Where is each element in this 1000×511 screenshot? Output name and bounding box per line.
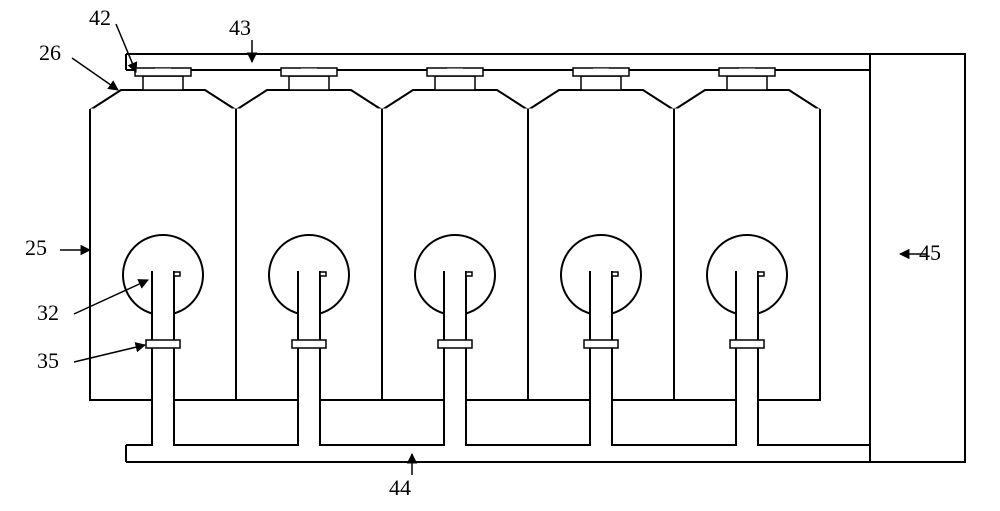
drop-pipe	[298, 272, 320, 445]
label-text: 42	[89, 5, 111, 30]
label-text: 32	[37, 300, 59, 325]
tank	[236, 68, 382, 445]
label-text: 35	[37, 348, 59, 373]
tank	[528, 68, 674, 445]
drop-pipe	[736, 272, 758, 445]
tank	[90, 68, 236, 445]
drop-pipe	[152, 272, 174, 445]
label-text: 25	[25, 235, 47, 260]
label-text: 43	[229, 15, 251, 40]
right-unit-45	[870, 54, 965, 462]
label-text: 44	[389, 475, 411, 500]
tank	[674, 68, 820, 445]
tank	[382, 68, 528, 445]
drop-pipe	[444, 272, 466, 445]
drop-pipe	[590, 272, 612, 445]
label-text: 45	[919, 240, 941, 265]
label-text: 26	[39, 40, 61, 65]
